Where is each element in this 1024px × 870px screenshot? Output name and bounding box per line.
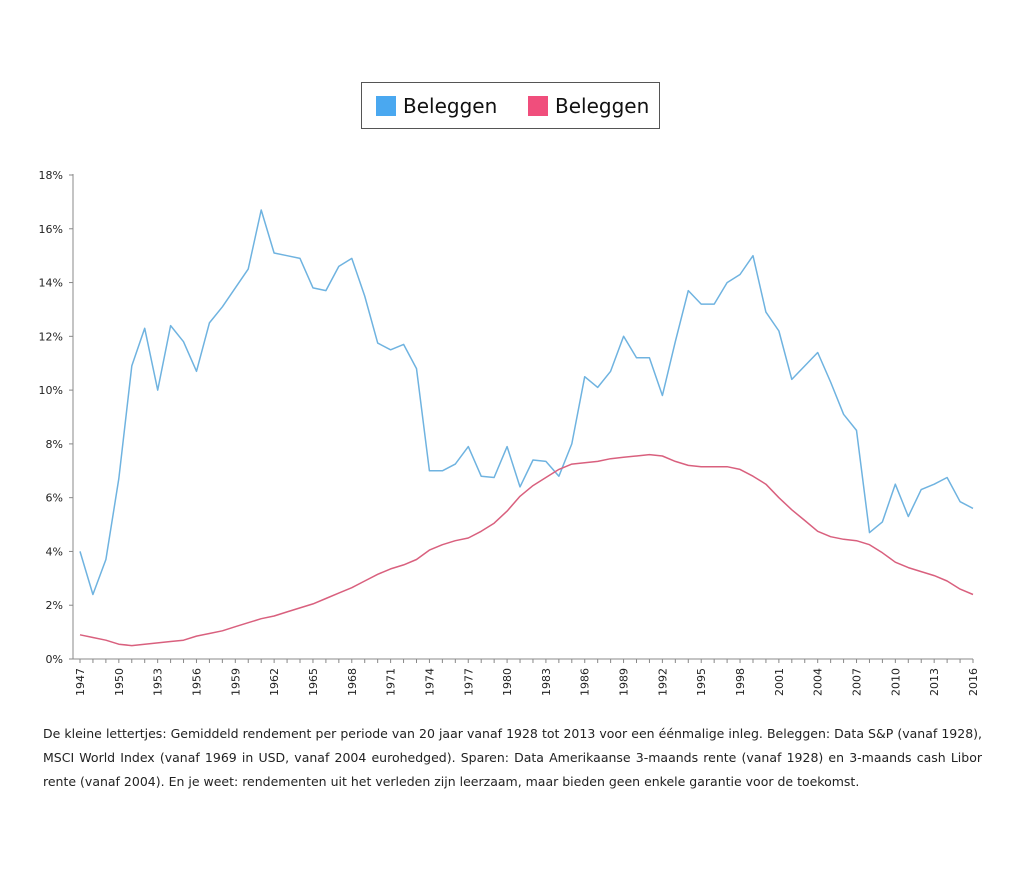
y-tick-label: 12% (39, 330, 63, 343)
legend-item-2: Beleggen (528, 94, 649, 118)
x-tick-label: 1965 (307, 668, 320, 696)
x-tick-label: 1947 (74, 668, 87, 696)
y-tick-label: 8% (46, 438, 63, 451)
y-tick-label: 0% (46, 653, 63, 666)
x-tick-label: 1950 (113, 668, 126, 696)
y-tick-label: 4% (46, 545, 63, 558)
x-tick-label: 1995 (695, 668, 708, 696)
x-tick-label: 1953 (152, 668, 165, 696)
x-tick-label: 1989 (618, 668, 631, 696)
legend-label-2: Beleggen (555, 94, 650, 118)
x-tick-label: 1980 (501, 668, 514, 696)
x-tick-label: 1971 (385, 668, 398, 696)
x-tick-label: 2001 (773, 668, 786, 696)
legend-swatch-1 (376, 96, 396, 116)
series-line-2 (79, 453, 974, 647)
x-tick-label: 1992 (656, 668, 669, 696)
line-chart: 0% 2% 4% 6% 8% 10% 12% 14% 16% 18% 1947 1950 1953 195… (39, 169, 980, 696)
x-tick-label: 1977 (462, 668, 475, 696)
series-line-1 (79, 209, 974, 596)
x-tick-label: 1968 (346, 668, 359, 696)
y-tick-label: 14% (39, 277, 63, 290)
x-tick-label: 1983 (540, 668, 553, 696)
footnote-text: De kleine lettertjes: Gemiddeld rendemen… (43, 726, 982, 789)
y-tick-label: 16% (39, 223, 63, 236)
x-tick-label: 1959 (229, 668, 242, 696)
legend-swatch-2 (528, 96, 548, 116)
x-tick-label: 1956 (190, 668, 203, 696)
y-tick-label: 10% (39, 384, 63, 397)
chart-legend: Beleggen Beleggen (361, 82, 660, 129)
y-tick-label: 2% (46, 599, 63, 612)
x-tick-label: 2010 (889, 668, 902, 696)
x-tick-label: 2004 (812, 668, 825, 696)
legend-item-1: Beleggen (376, 94, 497, 118)
x-tick-label: 2013 (928, 668, 941, 696)
x-tick-label: 1986 (579, 668, 592, 696)
x-tick-label: 1974 (423, 668, 436, 696)
y-tick-label: 18% (39, 169, 63, 182)
x-tick-label: 1998 (734, 668, 747, 696)
y-tick-label: 6% (46, 492, 63, 505)
x-tick-label: 2016 (967, 668, 980, 696)
x-tick-label: 2007 (851, 668, 864, 696)
x-tick-label: 1962 (268, 668, 281, 696)
legend-label-1: Beleggen (403, 94, 498, 118)
